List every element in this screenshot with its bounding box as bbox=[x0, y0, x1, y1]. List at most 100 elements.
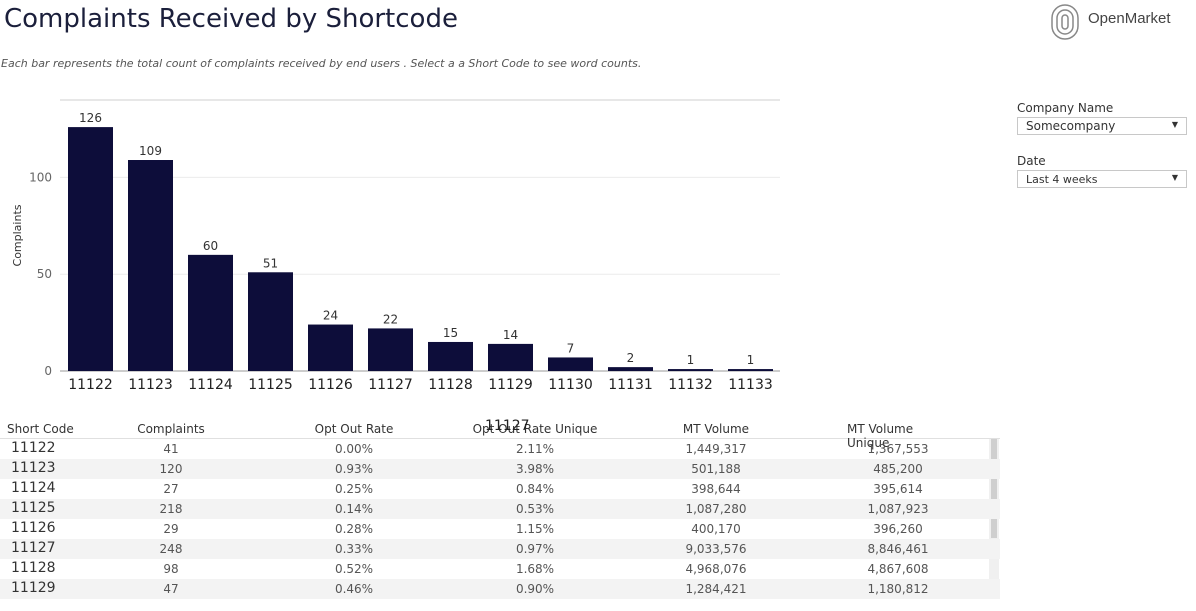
bar-11133[interactable] bbox=[728, 369, 773, 371]
bar-11124[interactable] bbox=[188, 254, 233, 371]
data-label: 1 bbox=[687, 353, 695, 367]
bar-11127[interactable] bbox=[368, 328, 413, 371]
cell-short-code: 11128 bbox=[11, 560, 56, 576]
cell-mt-volume: 9,033,576 bbox=[685, 542, 747, 556]
company-filter: Company Name Somecompany ▼ bbox=[1017, 101, 1187, 135]
page-subtitle: Each bar represents the total count of c… bbox=[1, 57, 642, 70]
x-tick-label: 11123 bbox=[128, 377, 173, 393]
cell-opt-out-rate: 0.46% bbox=[334, 582, 374, 596]
cell-short-code: 11123 bbox=[11, 460, 56, 476]
cell-complaints: 218 bbox=[159, 502, 183, 516]
cell-complaints: 29 bbox=[163, 522, 179, 536]
data-label: 14 bbox=[503, 328, 518, 342]
date-filter-label: Date bbox=[1017, 154, 1046, 168]
data-label: 1 bbox=[747, 353, 755, 367]
table-row[interactable]: 11126 29 0.28% 1.15% 400,170 396,260 bbox=[0, 519, 1000, 539]
cell-short-code: 11126 bbox=[11, 520, 56, 536]
bar-11125[interactable] bbox=[248, 272, 293, 371]
cell-mt-volume: 1,087,280 bbox=[685, 502, 747, 516]
table-row[interactable]: 11128 98 0.52% 1.68% 4,968,076 4,867,608 bbox=[0, 559, 1000, 579]
bar-11130[interactable] bbox=[548, 357, 593, 371]
date-select-value: Last 4 weeks bbox=[1026, 173, 1098, 186]
bar-11122[interactable] bbox=[68, 127, 113, 371]
y-axis-label: Complaints bbox=[11, 204, 24, 266]
x-tick-label: 11124 bbox=[188, 377, 233, 393]
header-short-code[interactable]: Short Code bbox=[7, 422, 74, 436]
cell-opt-out-rate-unique: 0.84% bbox=[515, 482, 555, 496]
table-scrollbar-thumb[interactable] bbox=[991, 438, 997, 538]
company-select-value: Somecompany bbox=[1026, 119, 1116, 133]
cell-complaints: 98 bbox=[163, 562, 179, 576]
selected-shortcode-label: 11127 bbox=[485, 418, 530, 434]
cell-mt-volume-unique: 4,867,608 bbox=[867, 562, 929, 576]
header-complaints[interactable]: Complaints bbox=[137, 422, 205, 436]
y-tick-label: 100 bbox=[29, 170, 52, 184]
x-tick-label: 11122 bbox=[68, 377, 113, 393]
cell-complaints: 47 bbox=[163, 582, 179, 596]
bar-11131[interactable] bbox=[608, 367, 653, 371]
cell-opt-out-rate-unique: 3.98% bbox=[515, 462, 555, 476]
header-opt-out-rate-unique[interactable]: Opt Out Rate Unique bbox=[472, 422, 598, 436]
date-select[interactable]: Last 4 weeks ▼ bbox=[1017, 170, 1187, 188]
complaints-bar-chart[interactable]: 0 50 100 Complaints 126 11122 109 11123 60 11124 5… bbox=[0, 90, 800, 400]
data-label: 2 bbox=[627, 351, 635, 365]
cell-mt-volume-unique: 1,180,812 bbox=[867, 582, 929, 596]
table-header: Short Code Complaints Opt Out Rate Opt O… bbox=[0, 418, 1000, 450]
cell-mt-volume: 4,968,076 bbox=[685, 562, 747, 576]
table-row[interactable]: 11129 47 0.46% 0.90% 1,284,421 1,180,812 bbox=[0, 579, 1000, 599]
data-label: 109 bbox=[139, 144, 162, 158]
cell-complaints: 248 bbox=[159, 542, 183, 556]
data-label: 22 bbox=[383, 312, 398, 326]
chevron-down-icon: ▼ bbox=[1171, 120, 1178, 129]
bar-11128[interactable] bbox=[428, 341, 473, 371]
page-title: Complaints Received by Shortcode bbox=[4, 4, 458, 34]
cell-mt-volume: 1,284,421 bbox=[685, 582, 747, 596]
cell-opt-out-rate: 0.00% bbox=[334, 442, 374, 456]
cell-complaints: 120 bbox=[159, 462, 183, 476]
company-select[interactable]: Somecompany ▼ bbox=[1017, 117, 1187, 135]
table-body: 11122 41 0.00% 2.11% 1,449,317 1,367,553 11123… bbox=[0, 438, 1000, 599]
cell-mt-volume-unique: 396,260 bbox=[873, 522, 923, 536]
table-row[interactable]: 11123 120 0.93% 3.98% 501,188 485,200 bbox=[0, 459, 1000, 479]
company-filter-label: Company Name bbox=[1017, 101, 1114, 115]
cell-complaints: 41 bbox=[163, 442, 179, 456]
x-tick-label: 11127 bbox=[368, 377, 413, 393]
openmarket-logo bbox=[1051, 4, 1079, 40]
cell-short-code: 11124 bbox=[11, 480, 56, 496]
x-tick-label: 11130 bbox=[548, 377, 593, 393]
chevron-down-icon: ▼ bbox=[1171, 173, 1178, 182]
x-tick-label: 11125 bbox=[248, 377, 293, 393]
data-label: 60 bbox=[203, 239, 218, 253]
x-tick-label: 11133 bbox=[728, 377, 773, 393]
cell-mt-volume: 501,188 bbox=[691, 462, 741, 476]
y-tick-label: 0 bbox=[44, 364, 52, 378]
date-filter: Date Last 4 weeks ▼ bbox=[1017, 154, 1187, 188]
table-row[interactable]: 11122 41 0.00% 2.11% 1,449,317 1,367,553 bbox=[0, 439, 1000, 459]
table-row[interactable]: 11124 27 0.25% 0.84% 398,644 395,614 bbox=[0, 479, 1000, 499]
header-mt-volume-unique[interactable]: MT Volume Unique bbox=[847, 422, 914, 450]
cell-complaints: 27 bbox=[163, 482, 179, 496]
cell-opt-out-rate: 0.14% bbox=[334, 502, 374, 516]
bar-11129[interactable] bbox=[488, 343, 533, 371]
cell-mt-volume-unique: 1,367,553 bbox=[867, 442, 929, 456]
y-tick-label: 50 bbox=[37, 267, 52, 281]
header-mt-volume[interactable]: MT Volume bbox=[682, 422, 750, 436]
x-tick-label: 11128 bbox=[428, 377, 473, 393]
table-row[interactable]: 11125 218 0.14% 0.53% 1,087,280 1,087,923 bbox=[0, 499, 1000, 519]
x-tick-label: 11131 bbox=[608, 377, 653, 393]
cell-mt-volume-unique: 485,200 bbox=[873, 462, 923, 476]
cell-mt-volume: 1,449,317 bbox=[685, 442, 747, 456]
shortcode-table: Short Code Complaints Opt Out Rate Opt O… bbox=[0, 418, 1000, 599]
table-row[interactable]: 11127 248 0.33% 0.97% 9,033,576 8,846,461 bbox=[0, 539, 1000, 559]
cell-short-code: 11129 bbox=[11, 580, 56, 596]
bar-11126[interactable] bbox=[308, 324, 353, 371]
cell-short-code: 11127 bbox=[11, 540, 56, 556]
bar-11123[interactable] bbox=[128, 160, 173, 371]
header-opt-out-rate[interactable]: Opt Out Rate bbox=[314, 422, 394, 436]
x-tick-label: 11132 bbox=[668, 377, 713, 393]
bar-11132[interactable] bbox=[668, 369, 713, 371]
cell-opt-out-rate-unique: 0.53% bbox=[515, 502, 555, 516]
data-label: 24 bbox=[323, 309, 338, 323]
x-tick-label: 11126 bbox=[308, 377, 353, 393]
cell-opt-out-rate-unique: 2.11% bbox=[515, 442, 555, 456]
